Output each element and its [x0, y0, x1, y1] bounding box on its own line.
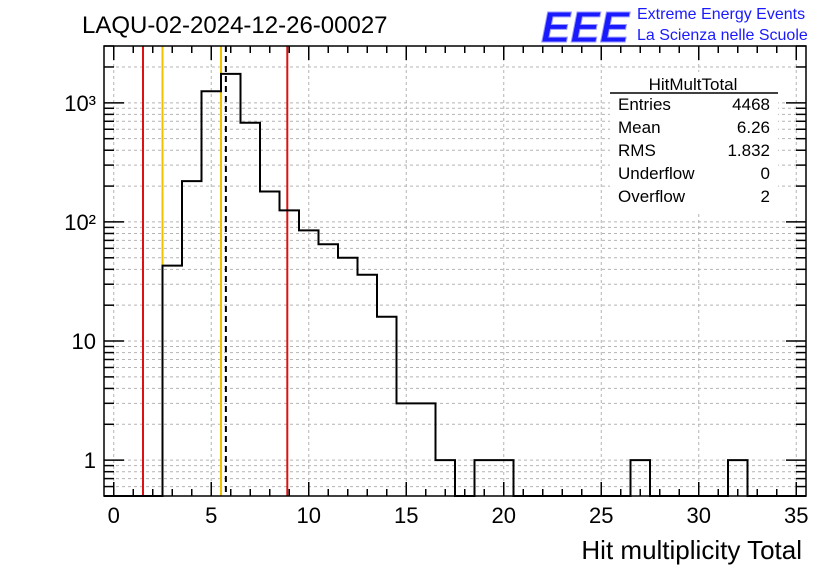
brand-line-2: La Scienza nelle Scuole [637, 27, 808, 44]
stats-row-value: 0 [761, 164, 770, 183]
x-tick-label: 30 [687, 503, 711, 528]
x-tick-label: 35 [784, 503, 808, 528]
brand-line-1: Extreme Energy Events [637, 6, 805, 23]
stats-row-label: Mean [618, 118, 661, 137]
stats-row-value: 4468 [732, 95, 770, 114]
y-tick-label: 10² [64, 210, 96, 235]
x-tick-label: 15 [394, 503, 418, 528]
stats-row-label: Underflow [618, 164, 695, 183]
stats-row-label: RMS [618, 141, 656, 160]
x-tick-label: 25 [589, 503, 613, 528]
x-tick-label: 5 [205, 503, 217, 528]
y-tick-label: 10 [72, 329, 96, 354]
stats-row-value: 6.26 [737, 118, 770, 137]
stats-box-title: HitMultTotal [649, 75, 738, 94]
stats-row-value: 2 [761, 187, 770, 206]
stats-row-label: Entries [618, 95, 671, 114]
stats-row-label: Overflow [618, 187, 686, 206]
stats-rows: Entries 4468 Mean 6.26 RMS 1.832 Underflow 0 Ove… [618, 95, 770, 206]
x-tick-label: 10 [297, 503, 321, 528]
stats-box-background [610, 72, 778, 212]
stats-box: HitMultTotal Entries 4468 Mean 6.26 RMS 1.832… [610, 72, 778, 212]
marker-lines [142, 46, 289, 496]
run-title: LAQU-02-2024-12-26-00027 [82, 12, 388, 39]
y-tick-label: 1 [84, 448, 96, 473]
y-tick-label: 10³ [64, 91, 96, 116]
x-tick-label: 20 [492, 503, 516, 528]
x-tick-label: 0 [108, 503, 120, 528]
x-axis: 0 5 10 15 20 25 30 35 [108, 46, 808, 528]
eee-logo: EEE [541, 3, 631, 52]
plot-frame [103, 45, 807, 497]
x-axis-label: Hit multiplicity Total [581, 535, 802, 565]
y-axis: 1 10 10² 10³ [64, 45, 806, 497]
stats-row-value: 1.832 [727, 141, 770, 160]
